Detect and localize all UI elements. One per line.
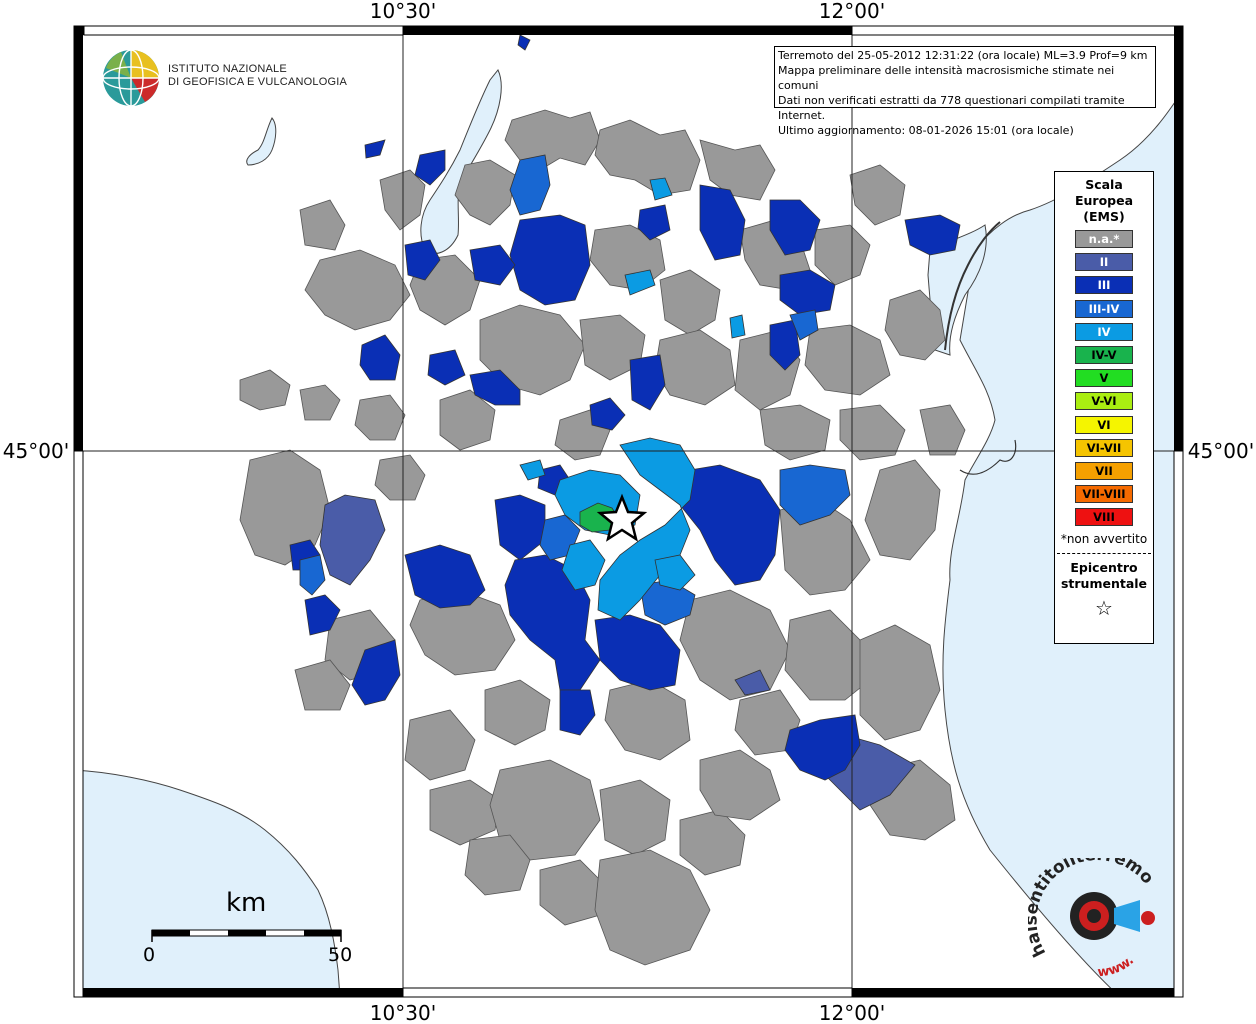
institute-name: ISTITUTO NAZIONALE DI GEOFISICA E VULCAN… <box>168 63 347 89</box>
legend-title-line: Europea <box>1074 193 1134 208</box>
legend-swatch: III-IV <box>1075 299 1133 318</box>
ingv-globe-icon <box>102 49 160 107</box>
legend-items: n.a.* II III III-IV IV IV-V V V-VI VI VI-VII VII VI… <box>1055 230 1153 527</box>
municipalities-not-felt <box>239 109 966 966</box>
lake-garda <box>420 69 502 254</box>
legend-swatch: IV <box>1075 322 1133 341</box>
legend-epicenter-line: strumentale <box>1060 576 1148 592</box>
legend-title-line: Scala <box>1085 177 1123 192</box>
legend-title-line: (EMS) <box>1083 209 1125 224</box>
event-info-line-2: Mappa preliminare delle intensità macros… <box>778 64 1115 92</box>
institute-line-1: ISTITUTO NAZIONALE <box>168 63 287 75</box>
scale-bar <box>151 929 342 942</box>
legend-swatch: VIII <box>1075 508 1133 527</box>
municipalities-iii-iv <box>299 154 851 626</box>
brand-prefix: www. <box>1097 953 1137 980</box>
svg-text:www.: www. <box>1097 953 1137 980</box>
graticule <box>74 26 1183 997</box>
scale-unit: km <box>226 888 267 918</box>
legend-swatch: II <box>1075 253 1133 272</box>
scale-min-label: 0 <box>143 944 156 966</box>
legend-swatch: IV-V <box>1075 345 1133 364</box>
legend-swatch: VI <box>1075 415 1133 434</box>
event-info-line-1: Terremoto del 25-05-2012 12:31:22 (ora l… <box>778 49 1148 62</box>
legend-epicenter-star-icon: ☆ <box>1095 596 1113 621</box>
legend-swatch: n.a.* <box>1075 230 1133 248</box>
event-info-line-4: Ultimo aggiornamento: 08-01-2026 15:01 (… <box>778 124 1074 137</box>
coord-top-right: 12°00' <box>819 0 885 23</box>
legend-swatch: V <box>1075 369 1133 388</box>
institute-line-2: DI GEOFISICA E VULCANOLOGIA <box>168 76 347 88</box>
event-info-line-3: Dati non verificati estratti da 778 ques… <box>778 94 1125 122</box>
legend-note: *non avvertito <box>1060 532 1148 547</box>
coord-bottom-left: 10°30' <box>370 1001 436 1024</box>
event-info-box: Terremoto del 25-05-2012 12:31:22 (ora l… <box>774 46 1156 137</box>
legend-swatch: III <box>1075 276 1133 295</box>
legend-swatch: VII-VIII <box>1075 485 1133 504</box>
municipalities-iii <box>289 34 961 781</box>
coord-right: 45°00' <box>1188 439 1254 463</box>
legend-epicenter-line: Epicentro <box>1070 560 1138 576</box>
legend-swatch: VII <box>1075 461 1133 480</box>
legend-separator <box>1057 553 1151 555</box>
map-frame <box>73 25 1184 998</box>
legend-title: Scala Europea (EMS) <box>1055 177 1153 225</box>
coord-bottom-right: 12°00' <box>819 1001 885 1024</box>
haisentito-logo: haisentitoilterremoto.it www. <box>1028 858 1157 980</box>
legend-swatch: V-VI <box>1075 392 1133 411</box>
legend-swatch: VI-VII <box>1075 438 1133 457</box>
lake-iseo <box>246 117 277 166</box>
legend-epicenter-label: Epicentro strumentale <box>1055 560 1153 592</box>
coord-top-left: 10°30' <box>370 0 436 23</box>
epicenter-star <box>596 493 648 542</box>
scale-max-label: 50 <box>328 944 353 966</box>
coord-left: 45°00' <box>3 439 69 463</box>
intensity-legend: Scala Europea (EMS) n.a.* II III III-IV IV IV… <box>1054 171 1154 644</box>
